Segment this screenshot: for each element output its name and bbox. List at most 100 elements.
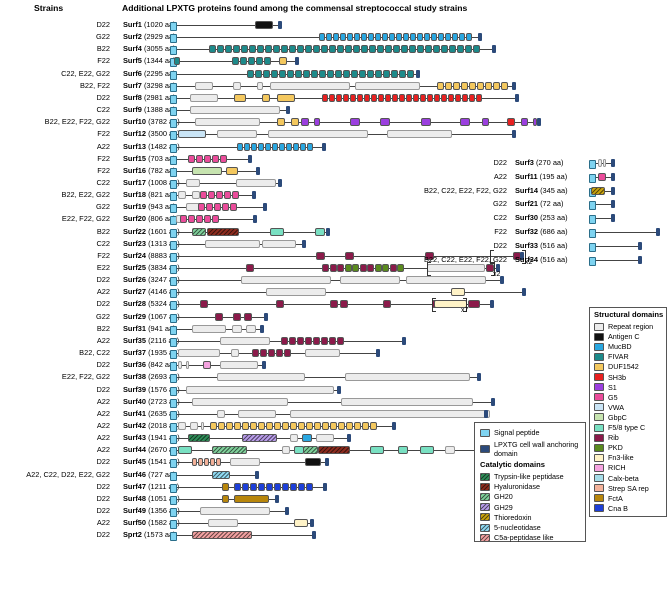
structural-swatch — [594, 322, 604, 331]
structural-swatch — [594, 423, 604, 432]
legend-label: Thioredoxin — [494, 512, 532, 522]
catalytic-swatch — [480, 492, 490, 501]
domain-fivar-domain — [391, 69, 398, 78]
signal-peptide — [170, 70, 177, 80]
protein-label: Surf32 (686 aa) — [515, 227, 568, 236]
catalytic-swatch — [480, 533, 490, 542]
protein-length: (1211 aa) — [148, 481, 180, 491]
anchor-domain — [337, 385, 341, 394]
protein-length: (5324 aa) — [148, 299, 180, 309]
protein-length: (1313 aa) — [148, 238, 180, 248]
structural-swatch — [594, 453, 604, 462]
legend-item: FctA — [594, 494, 623, 503]
anchor-domain — [310, 519, 314, 528]
domain-mucbd-domain — [319, 33, 325, 42]
legend-item: Trypsin-like peptidase — [480, 472, 564, 481]
strain-label: C22 — [493, 213, 507, 223]
protein-label: Surf45 (1541 aa) — [123, 457, 180, 466]
domain-repeat-domain — [178, 361, 182, 370]
domain-repeat-domain — [195, 118, 260, 127]
protein-name: Surf1 — [123, 20, 142, 29]
domain-duf1542-domain — [362, 421, 369, 430]
domain-fivar-domain — [337, 45, 344, 54]
domain-repeat-domain — [257, 81, 263, 90]
domain-rib-domain — [200, 300, 208, 309]
protein-name: Surf16 — [123, 165, 147, 175]
domain-duf1542-domain — [346, 421, 353, 430]
protein-label: Surf26 (3247 aa) — [123, 275, 180, 284]
domain-repeat-domain — [186, 178, 200, 187]
protein-length: (782 aa) — [148, 165, 176, 175]
protein-name: Surf31 — [123, 323, 147, 333]
domain-g5-domain — [214, 203, 221, 212]
domain-repeat-domain — [190, 421, 198, 430]
legend-item: Hyaluronidase — [480, 482, 540, 491]
anchor-domain — [347, 434, 351, 443]
protein-name: Surf17 — [123, 177, 147, 187]
domain-rib-domain — [289, 336, 296, 345]
protein-backbone — [172, 182, 278, 184]
anchor-domain — [512, 130, 516, 139]
strain-label: A22 — [96, 420, 110, 430]
domain-cnab-domain — [242, 482, 249, 491]
domain-antigen_c-domain — [255, 21, 273, 29]
signal-peptide — [170, 435, 177, 445]
domain-fivar-domain — [303, 69, 310, 78]
structural-swatch — [594, 403, 604, 412]
repeat-bracket-right — [463, 298, 467, 313]
domain-mucbd-domain — [459, 33, 465, 42]
domain-pkd-domain — [374, 264, 382, 272]
domain-trypsin-domain — [188, 434, 210, 443]
domain-repeat-domain — [427, 264, 485, 272]
protein-name: Surf35 — [123, 335, 147, 345]
domain-fivar-domain — [279, 69, 286, 78]
domain-mucbd-domain — [307, 142, 313, 151]
protein-length: (3055 aa) — [143, 44, 176, 54]
domain-duf1542-domain — [234, 93, 246, 102]
anchor-domain — [325, 458, 329, 467]
domain-fivar-domain — [465, 45, 472, 54]
protein-length: (516 aa) — [540, 240, 568, 250]
domain-fivar-domain — [319, 69, 326, 78]
repeat-multiplier: x2 — [525, 258, 533, 266]
domain-strepsa-domain — [192, 458, 197, 467]
domain-repeat-domain — [445, 446, 455, 455]
domain-fivar-domain — [265, 45, 272, 54]
domain-vwa-domain — [178, 130, 206, 139]
strain-label: B22 — [96, 226, 110, 236]
protein-label: Surf2 (2929 aa) — [123, 32, 176, 41]
protein-backbone — [591, 204, 611, 206]
anchor-domain — [392, 421, 396, 430]
legend-label: Antigen C — [608, 332, 640, 342]
domain-sh3b-domain — [434, 93, 440, 102]
anchor-domain — [638, 241, 642, 250]
legend-item: Repeat region — [594, 322, 653, 331]
domain-sh3b-domain — [399, 93, 405, 102]
strain-label: G22 — [96, 202, 110, 212]
protein-name: Surf23 — [123, 238, 147, 248]
signal-peptide — [170, 22, 177, 31]
domain-fivar-domain — [248, 57, 255, 66]
signal-peptide — [170, 459, 177, 469]
legend-item: SH3b — [594, 373, 626, 382]
protein-label: Surf36 (842 aa) — [123, 360, 176, 369]
strain-label: G22 — [493, 199, 507, 209]
structural-swatch — [594, 393, 604, 402]
anchor-domain — [295, 57, 299, 66]
protein-label: Surf10 (3782 aa) — [123, 117, 180, 126]
protein-name: Surf33 — [515, 240, 539, 250]
structural-swatch — [594, 504, 604, 513]
domain-fivar-domain — [361, 45, 368, 54]
domain-fivar-domain — [409, 45, 416, 54]
protein-length: (8883 aa) — [148, 250, 180, 260]
signal-peptide — [170, 179, 177, 189]
structural-swatch — [594, 342, 604, 351]
domain-sh3b-domain — [364, 93, 370, 102]
legend-item: VWA — [594, 403, 624, 412]
legend-label: Repeat region — [608, 322, 654, 331]
strain-label: A22 — [96, 396, 110, 406]
domain-repeat-domain — [268, 130, 368, 139]
signal-peptide — [170, 410, 177, 420]
signal-peptide — [589, 229, 596, 238]
protein-name: Surf43 — [123, 433, 147, 443]
